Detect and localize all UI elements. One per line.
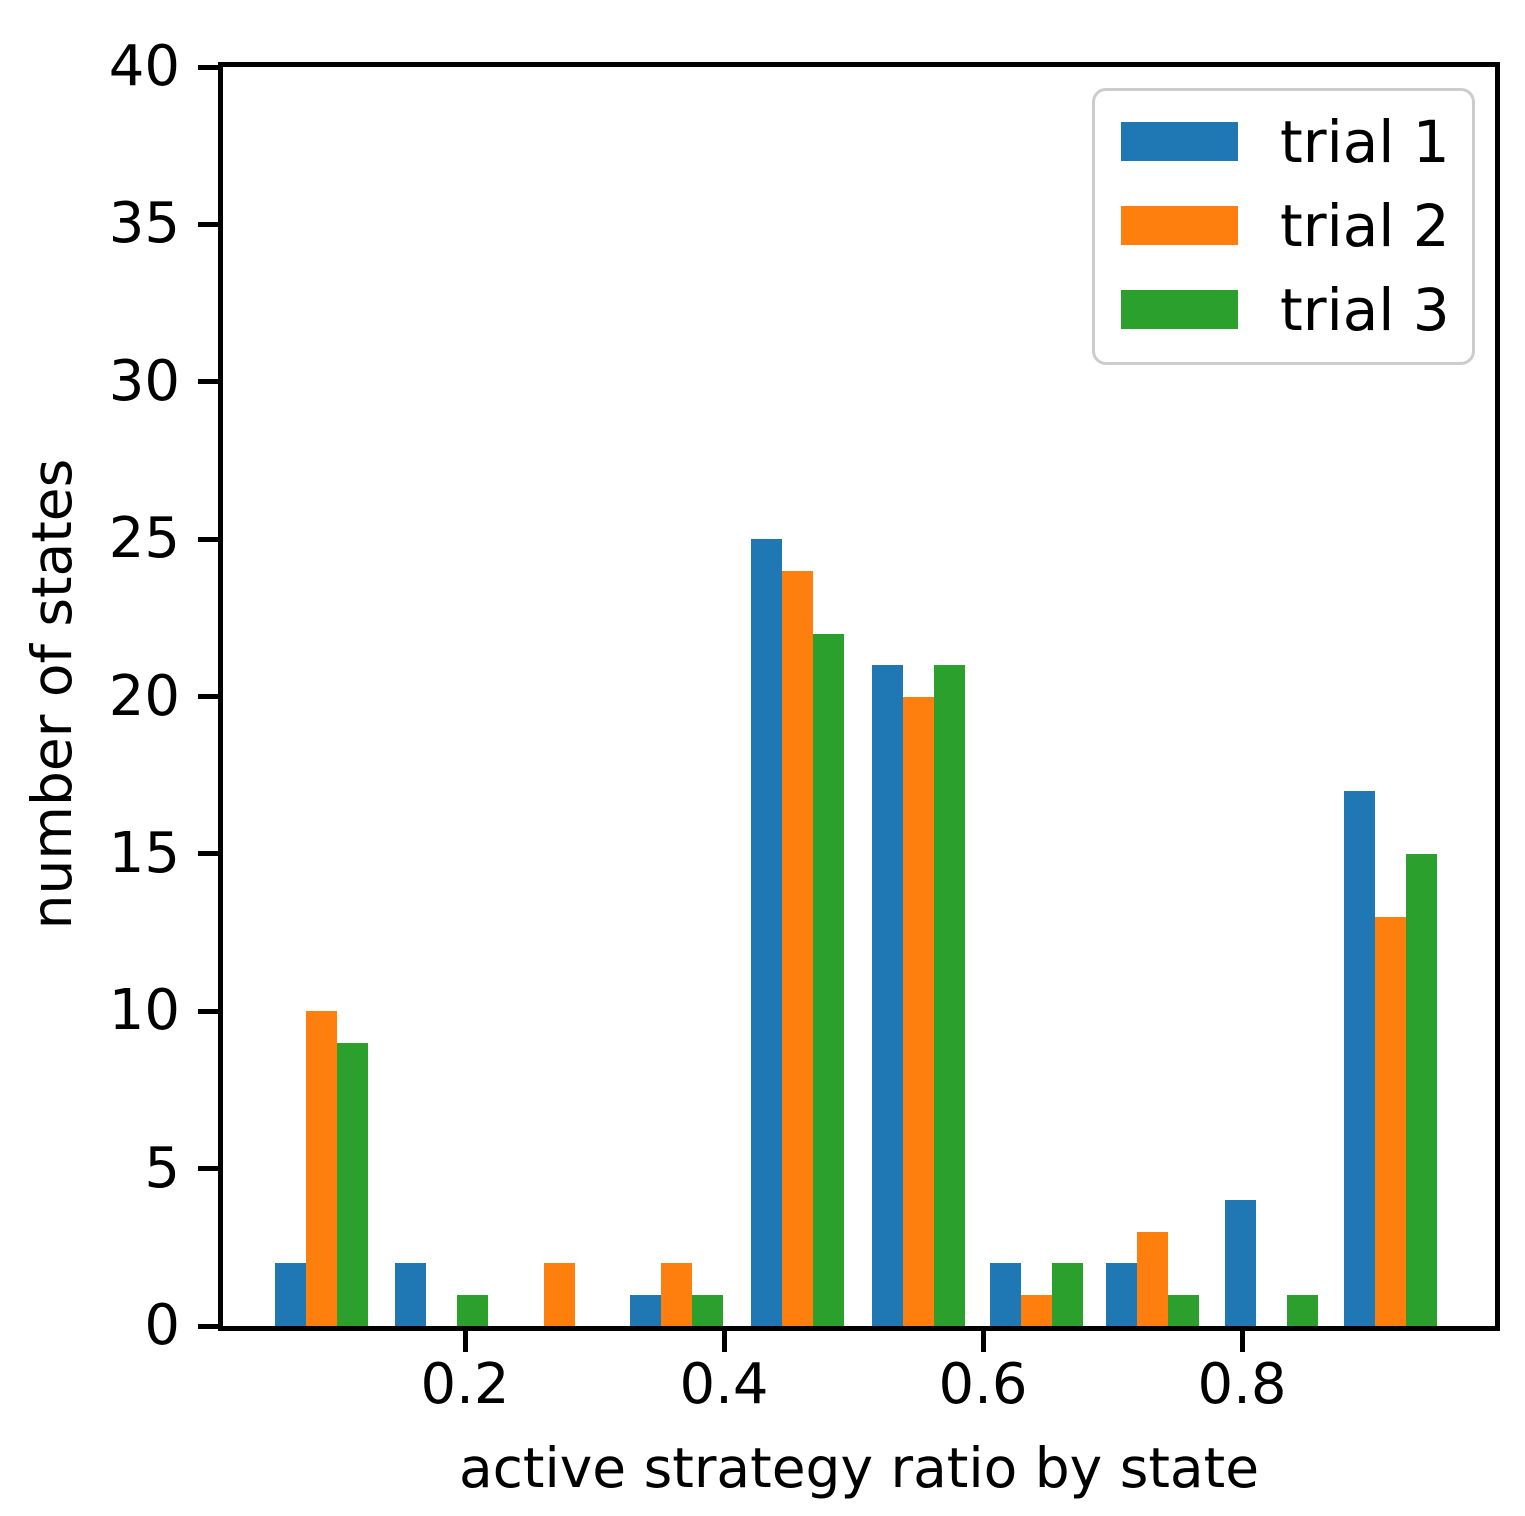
bar — [902, 696, 934, 1326]
y-tick-mark — [198, 694, 218, 699]
bar — [871, 665, 903, 1326]
legend-label: trial 1 — [1280, 107, 1450, 176]
bar — [1225, 1200, 1257, 1326]
bar — [274, 1263, 306, 1326]
y-tick-mark — [198, 851, 218, 857]
legend-swatch — [1121, 122, 1238, 161]
y-tick-mark — [198, 1008, 218, 1014]
bar — [629, 1294, 661, 1326]
bar — [305, 1011, 337, 1326]
y-tick-label: 30 — [108, 348, 180, 414]
bar — [691, 1294, 723, 1326]
legend-label: trial 2 — [1280, 191, 1450, 260]
bar — [1344, 790, 1376, 1326]
bar — [751, 539, 783, 1326]
x-tick-mark — [980, 1331, 986, 1352]
y-axis-label: number of states — [20, 458, 84, 930]
y-tick-label: 40 — [108, 34, 180, 99]
y-tick-mark — [198, 1323, 218, 1329]
x-tick-label: 0.8 — [1197, 1352, 1287, 1417]
bar — [1375, 916, 1407, 1326]
y-tick-label: 10 — [108, 978, 180, 1044]
y-tick-mark — [198, 221, 218, 227]
y-tick-label: 35 — [108, 191, 180, 257]
x-tick-mark — [721, 1331, 727, 1352]
bar — [1287, 1294, 1319, 1326]
bar — [782, 570, 814, 1326]
legend-item: trial 2 — [1121, 197, 1472, 255]
legend: trial 1 trial 2 trial 3 — [1092, 88, 1475, 365]
y-tick-label: 25 — [108, 506, 180, 572]
bar — [813, 633, 845, 1326]
y-tick-mark — [198, 379, 218, 385]
bar — [336, 1042, 368, 1326]
x-tick-label: 0.6 — [938, 1352, 1028, 1417]
bar — [1106, 1263, 1138, 1326]
bar — [395, 1263, 427, 1326]
y-tick-mark — [198, 536, 218, 542]
y-tick-label: 20 — [108, 663, 180, 729]
legend-label: trial 3 — [1280, 275, 1450, 344]
x-axis-label: active strategy ratio by state — [458, 1436, 1260, 1500]
bar — [933, 665, 965, 1326]
x-tick-label: 0.2 — [420, 1352, 510, 1417]
legend-swatch — [1121, 290, 1238, 329]
bar — [1137, 1231, 1169, 1326]
legend-swatch — [1121, 206, 1238, 245]
legend-item: trial 1 — [1121, 113, 1472, 171]
y-tick-label: 5 — [144, 1135, 180, 1201]
bars-layer — [223, 67, 1495, 1326]
bar — [1020, 1294, 1052, 1326]
bar — [544, 1263, 576, 1326]
bar — [1051, 1263, 1083, 1326]
y-tick-mark — [198, 64, 218, 70]
bar — [1406, 853, 1438, 1326]
y-tick-label: 0 — [144, 1293, 180, 1358]
y-tick-mark — [198, 1166, 218, 1172]
bar — [1168, 1294, 1200, 1326]
y-tick-label: 15 — [108, 820, 180, 886]
x-tick-mark — [1239, 1331, 1245, 1352]
legend-item: trial 3 — [1121, 281, 1472, 339]
bar — [660, 1263, 692, 1326]
x-tick-label: 0.4 — [679, 1352, 769, 1417]
bar — [989, 1263, 1021, 1326]
x-tick-mark — [462, 1331, 468, 1352]
bar — [457, 1294, 489, 1326]
